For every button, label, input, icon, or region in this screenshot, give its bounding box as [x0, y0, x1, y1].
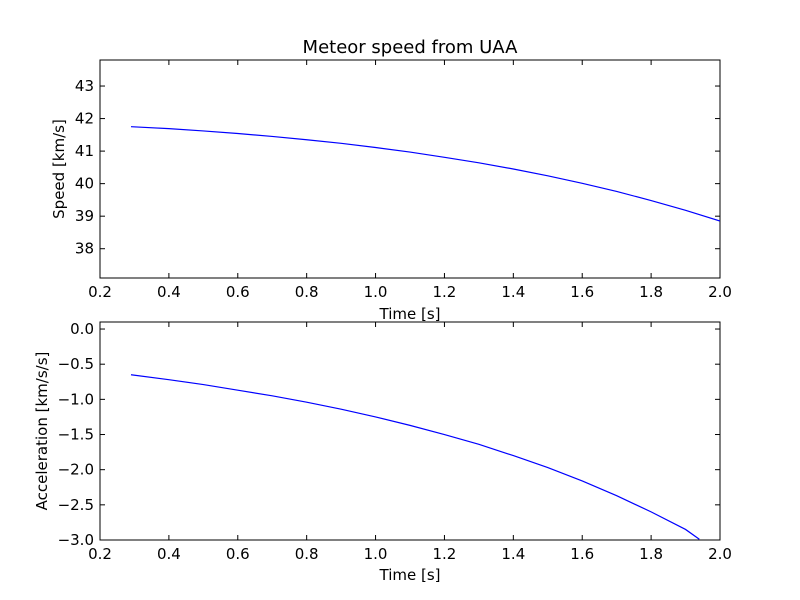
acceleration-x-tick-label: 1.4 [501, 545, 525, 563]
speed-y-tick-label: 42 [75, 110, 94, 128]
speed-y-tick-label: 41 [75, 142, 94, 160]
speed-x-tick-label: 1.8 [639, 283, 663, 301]
chart-title: Meteor speed from UAA [303, 37, 519, 58]
speed-subplot: Meteor speed from UAA Time [s] Speed [km… [50, 37, 732, 323]
speed-x-tick-label: 1.2 [433, 283, 457, 301]
speed-y-tick-label: 43 [75, 77, 94, 95]
acceleration-x-tick-label: 1.2 [433, 545, 457, 563]
acceleration-plot-frame [99, 321, 721, 541]
speed-x-tick-label: 1.0 [364, 283, 388, 301]
speed-y-tick-label: 40 [75, 175, 94, 193]
acceleration-series-layer [130, 374, 700, 540]
acceleration-y-tick-label: 0.0 [70, 320, 94, 338]
acceleration-y-tick-label: −0.5 [58, 355, 94, 373]
acceleration-x-tick-label: 1.0 [364, 545, 388, 563]
speed-y-axis-label: Speed [km/s] [50, 119, 68, 219]
speed-x-axis-label: Time [s] [379, 305, 441, 323]
acceleration-y-tick-label: −1.0 [58, 390, 94, 408]
speed-y-tick-label: 38 [75, 240, 94, 258]
acceleration-x-tick-label: 0.4 [157, 545, 181, 563]
acceleration-x-tick-label: 1.6 [570, 545, 594, 563]
speed-axis-ticks: 0.2 0.4 0.6 0.8 1.0 1.2 1.4 1.6 1.8 2.0 38 39 40 41 42… [75, 60, 732, 301]
speed-plot-frame [99, 59, 721, 279]
speed-x-tick-label: 0.4 [157, 283, 181, 301]
speed-x-tick-label: 2.0 [708, 283, 732, 301]
acceleration-x-tick-label: 0.6 [226, 545, 250, 563]
speed-series-layer [130, 126, 720, 222]
speed-x-tick-label: 0.8 [295, 283, 319, 301]
acceleration-y-tick-label: −3.0 [58, 531, 94, 549]
acceleration-y-tick-label: −1.5 [58, 426, 94, 444]
acceleration-series-line [130, 374, 700, 540]
speed-x-tick-label: 0.6 [226, 283, 250, 301]
speed-x-tick-label: 1.4 [501, 283, 525, 301]
acceleration-x-tick-label: 0.8 [295, 545, 319, 563]
acceleration-axis-ticks: 0.2 0.4 0.6 0.8 1.0 1.2 1.4 1.6 1.8 2.0 0.0 −0.5 −1.… [58, 320, 732, 563]
acceleration-y-tick-label: −2.0 [58, 461, 94, 479]
speed-x-tick-label: 1.6 [570, 283, 594, 301]
acceleration-y-axis-label: Acceleration [km/s/s] [33, 352, 51, 511]
acceleration-x-tick-label: 0.2 [88, 545, 112, 563]
acceleration-subplot: Time [s] Acceleration [km/s/s] 0.2 0.4 0.6… [33, 320, 732, 584]
acceleration-x-tick-label: 1.8 [639, 545, 663, 563]
acceleration-x-tick-label: 2.0 [708, 545, 732, 563]
speed-y-tick-label: 39 [75, 207, 94, 225]
acceleration-x-axis-label: Time [s] [379, 566, 441, 584]
acceleration-y-tick-label: −2.5 [58, 496, 94, 514]
speed-series-line [130, 126, 720, 222]
speed-x-tick-label: 0.2 [88, 283, 112, 301]
